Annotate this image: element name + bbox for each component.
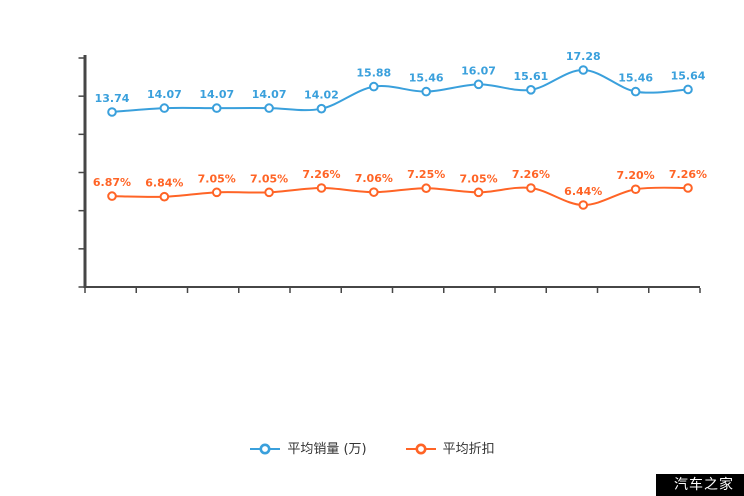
data-point-marker bbox=[526, 183, 536, 193]
data-point-marker bbox=[630, 184, 641, 195]
data-point-label: 15.46 bbox=[409, 72, 444, 85]
data-point-label: 13.74 bbox=[95, 92, 130, 105]
data-point-marker bbox=[421, 183, 431, 194]
data-point-label: 7.05% bbox=[198, 172, 236, 185]
data-point-label: 14.02 bbox=[304, 89, 339, 102]
data-point-marker bbox=[211, 187, 222, 198]
data-point-marker bbox=[630, 86, 641, 97]
series-orange: 6.87% 6.84% 7.05% 7.05% 7.26% 7.06% 7.25% 7.05%… bbox=[93, 168, 707, 210]
data-point-marker bbox=[159, 191, 170, 202]
data-point-marker bbox=[421, 86, 431, 97]
data-point-marker bbox=[264, 103, 274, 113]
data-point-label: 7.20% bbox=[617, 169, 655, 182]
legend-item-orange-series[interactable]: 平均折扣 bbox=[405, 442, 495, 456]
data-point-label: 6.44% bbox=[564, 185, 602, 198]
data-point-marker bbox=[211, 103, 222, 113]
data-point-label: 7.25% bbox=[407, 168, 445, 181]
line-series-marker-icon bbox=[250, 443, 281, 455]
series-blue: 13.74 14.07 14.07 14.07 14.02 15.88 15.46 16.07… bbox=[95, 50, 706, 117]
data-point-marker bbox=[107, 107, 117, 117]
data-point-label: 7.06% bbox=[355, 172, 393, 185]
legend-label-orange: 平均折扣 bbox=[442, 441, 495, 457]
data-point-label: 7.26% bbox=[669, 168, 707, 181]
legend-item-blue-series[interactable]: 平均销量 (万) bbox=[249, 441, 367, 457]
data-point-marker bbox=[578, 200, 589, 210]
data-point-marker bbox=[369, 187, 379, 197]
data-point-marker bbox=[316, 183, 327, 193]
data-point-label: 15.88 bbox=[356, 67, 391, 80]
data-point-label: 14.07 bbox=[252, 88, 287, 101]
data-point-label: 17.28 bbox=[566, 50, 601, 63]
data-point-label: 15.64 bbox=[671, 69, 706, 82]
data-point-label: 7.26% bbox=[512, 168, 550, 181]
legend-label-blue: 平均销量 (万) bbox=[287, 441, 367, 457]
autohome-watermark: 汽车之家 bbox=[656, 474, 744, 496]
data-point-label: 15.46 bbox=[618, 72, 653, 85]
data-point-marker bbox=[264, 187, 274, 198]
chart-legend: 平均销量 (万) 平均折扣 bbox=[0, 442, 744, 456]
data-point-label: 7.05% bbox=[250, 172, 288, 185]
data-point-marker bbox=[683, 84, 693, 95]
data-point-label: 6.84% bbox=[145, 177, 183, 190]
data-point-label: 6.87% bbox=[93, 176, 131, 189]
data-point-marker bbox=[473, 187, 484, 198]
data-point-marker bbox=[683, 183, 693, 193]
line-chart-canvas: 13.74 14.07 14.07 14.07 14.02 15.88 15.46 16.07… bbox=[78, 50, 707, 293]
data-point-label: 7.05% bbox=[459, 172, 497, 185]
data-point-label: 15.61 bbox=[514, 70, 549, 83]
data-point-marker bbox=[107, 191, 117, 201]
data-point-label: 14.07 bbox=[199, 88, 234, 101]
data-point-label: 7.26% bbox=[302, 168, 340, 181]
data-point-marker bbox=[526, 85, 536, 95]
data-point-marker bbox=[369, 81, 379, 92]
data-point-marker bbox=[578, 65, 589, 75]
data-point-label: 16.07 bbox=[461, 64, 496, 77]
data-point-marker bbox=[473, 79, 484, 90]
data-point-marker bbox=[159, 103, 170, 113]
data-point-label: 14.07 bbox=[147, 88, 182, 101]
line-series-marker-icon bbox=[405, 443, 436, 455]
data-point-marker bbox=[316, 103, 327, 114]
